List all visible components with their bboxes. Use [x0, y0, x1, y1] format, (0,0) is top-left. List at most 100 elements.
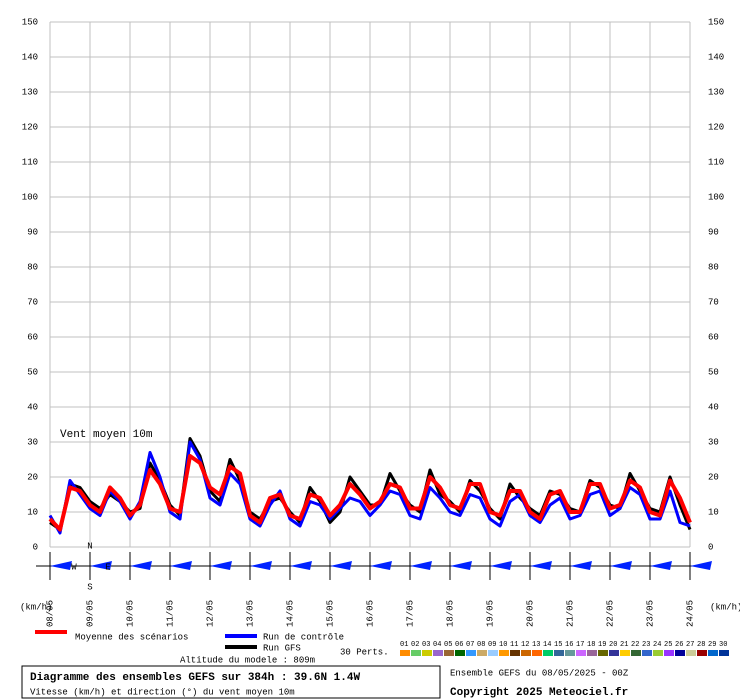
pert-swatch [642, 650, 652, 656]
pert-label: 04 [433, 641, 441, 649]
y-tick-label-right: 100 [708, 192, 724, 202]
pert-label: 20 [609, 641, 617, 649]
pert-swatch [609, 650, 619, 656]
compass-label: N [87, 541, 92, 551]
pert-swatch [411, 650, 421, 656]
y-tick-label: 120 [22, 122, 38, 132]
pert-swatch [510, 650, 520, 656]
rose-wedge [250, 561, 272, 570]
compass-label: E [105, 562, 110, 572]
x-tick-label: 22/05 [605, 600, 615, 627]
copyright: Copyright 2025 Meteociel.fr [450, 687, 628, 699]
rose-wedge [90, 561, 112, 570]
rose-wedge [450, 561, 472, 570]
y-tick-label-right: 30 [708, 437, 719, 447]
pert-label: 08 [477, 641, 485, 649]
pert-swatch [543, 650, 553, 656]
pert-label: 28 [697, 641, 705, 649]
pert-label: 15 [554, 641, 562, 649]
y-tick-label-right: 60 [708, 332, 719, 342]
y-tick-label-right: 10 [708, 507, 719, 517]
pert-label: 09 [488, 641, 496, 649]
pert-swatch [554, 650, 564, 656]
pert-swatch [532, 650, 542, 656]
rose-wedge [570, 561, 592, 570]
pert-swatch [466, 650, 476, 656]
y-unit-right: (km/h) [710, 602, 740, 612]
pert-swatch [521, 650, 531, 656]
x-tick-label: 23/05 [645, 600, 655, 627]
pert-swatch [499, 650, 509, 656]
rose-wedge [130, 561, 152, 570]
x-tick-label: 17/05 [405, 600, 415, 627]
y-tick-label: 130 [22, 87, 38, 97]
pert-label: 30 [719, 641, 727, 649]
y-tick-label-right: 150 [708, 17, 724, 27]
y-tick-label-right: 20 [708, 472, 719, 482]
y-tick-label: 110 [22, 157, 38, 167]
x-tick-label: 13/05 [245, 600, 255, 627]
legend-label: Run GFS [263, 643, 301, 653]
x-tick-label: 20/05 [525, 600, 535, 627]
pert-swatch [400, 650, 410, 656]
y-tick-label-right: 110 [708, 157, 724, 167]
pert-label: 01 [400, 641, 408, 649]
pert-swatch [565, 650, 575, 656]
x-tick-label: 19/05 [485, 600, 495, 627]
pert-swatch [675, 650, 685, 656]
x-tick-label: 24/05 [685, 600, 695, 627]
rose-wedge [370, 561, 392, 570]
series-line [48, 454, 692, 532]
pert-swatch [587, 650, 597, 656]
pert-swatch [697, 650, 707, 656]
pert-swatch [631, 650, 641, 656]
legend-label: Run de contrôle [263, 632, 344, 642]
perts-label: 30 Perts. [340, 647, 389, 657]
y-tick-label-right: 140 [708, 52, 724, 62]
y-tick-label: 50 [27, 367, 38, 377]
x-tick-label: 11/05 [165, 600, 175, 627]
pert-swatch [477, 650, 487, 656]
x-tick-label: 09/05 [85, 600, 95, 627]
pert-swatch [708, 650, 718, 656]
pert-swatch [686, 650, 696, 656]
pert-swatch [598, 650, 608, 656]
rose-wedge [490, 561, 512, 570]
rose-wedge [530, 561, 552, 570]
x-tick-label: 21/05 [565, 600, 575, 627]
pert-label: 12 [521, 641, 529, 649]
pert-swatch [664, 650, 674, 656]
pert-label: 19 [598, 641, 606, 649]
legend-label: Moyenne des scénarios [75, 632, 188, 642]
pert-swatch [576, 650, 586, 656]
x-tick-label: 08/05 [45, 600, 55, 627]
pert-label: 06 [455, 641, 463, 649]
pert-label: 11 [510, 641, 518, 649]
rose-wedge [330, 561, 352, 570]
y-tick-label: 100 [22, 192, 38, 202]
annotation: Vent moyen 10m [60, 429, 153, 441]
rose-wedge [690, 561, 712, 570]
pert-label: 02 [411, 641, 419, 649]
pert-swatch [455, 650, 465, 656]
y-tick-label: 10 [27, 507, 38, 517]
pert-label: 25 [664, 641, 672, 649]
pert-label: 17 [576, 641, 584, 649]
pert-swatch [433, 650, 443, 656]
compass-label: W [71, 562, 77, 572]
y-tick-label-right: 0 [708, 542, 713, 552]
y-tick-label: 30 [27, 437, 38, 447]
pert-swatch [422, 650, 432, 656]
x-tick-label: 15/05 [325, 600, 335, 627]
y-tick-label-right: 130 [708, 87, 724, 97]
pert-label: 24 [653, 641, 661, 649]
rose-wedge [650, 561, 672, 570]
y-tick-label-right: 70 [708, 297, 719, 307]
pert-label: 27 [686, 641, 694, 649]
pert-swatch [488, 650, 498, 656]
pert-label: 03 [422, 641, 430, 649]
chart-title: Diagramme des ensembles GEFS sur 384h : … [30, 672, 360, 684]
y-tick-label-right: 120 [708, 122, 724, 132]
y-tick-label-right: 40 [708, 402, 719, 412]
